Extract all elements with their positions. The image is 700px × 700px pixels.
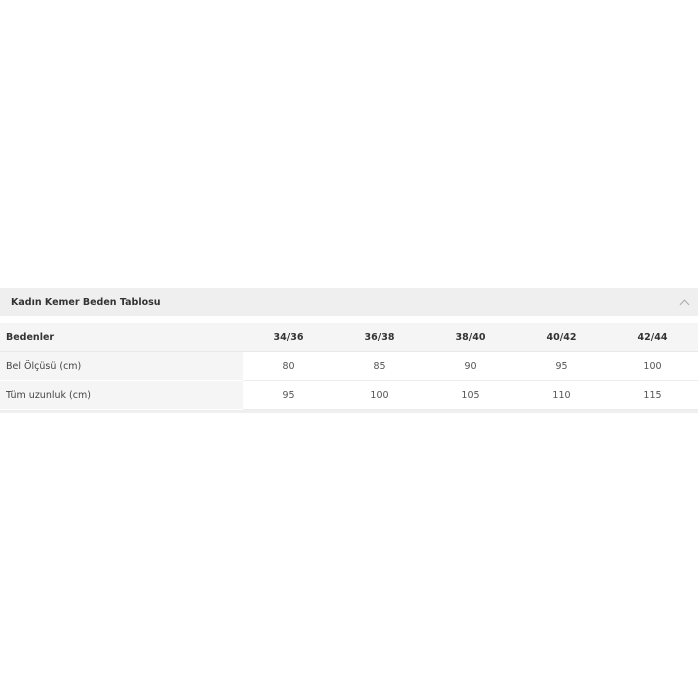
table-cell: 105: [425, 380, 516, 410]
table-row: Tüm uzunluk (cm) 95 100 105 110 115: [0, 380, 698, 410]
row-label: Bel Ölçüsü (cm): [0, 351, 243, 381]
table-cell: 100: [334, 380, 425, 410]
table-row: Bel Ölçüsü (cm) 80 85 90 95 100: [0, 351, 698, 381]
column-header: 40/42: [516, 323, 607, 352]
table-cell: 110: [516, 380, 607, 410]
column-header: 42/44: [607, 323, 698, 352]
table-cell: 85: [334, 351, 425, 381]
size-chart-accordion: Kadın Kemer Beden Tablosu Bedenler 34/36…: [0, 288, 698, 413]
table-cell: 95: [516, 351, 607, 381]
accordion-title: Kadın Kemer Beden Tablosu: [11, 296, 161, 308]
table-header-row: Bedenler 34/36 36/38 38/40 40/42 42/44: [0, 323, 698, 352]
chevron-up-icon[interactable]: [679, 299, 690, 309]
table-bottom-border: [0, 410, 698, 413]
table-cell: 100: [607, 351, 698, 381]
table-cell: 80: [243, 351, 334, 381]
row-label: Tüm uzunluk (cm): [0, 380, 243, 410]
size-table: Bedenler 34/36 36/38 38/40 40/42 42/44 B…: [0, 323, 698, 410]
table-cell: 115: [607, 380, 698, 410]
column-header: 36/38: [334, 323, 425, 352]
column-header: 38/40: [425, 323, 516, 352]
column-header: Bedenler: [0, 323, 243, 352]
accordion-header[interactable]: Kadın Kemer Beden Tablosu: [0, 288, 698, 316]
column-header: 34/36: [243, 323, 334, 352]
table-cell: 90: [425, 351, 516, 381]
table-cell: 95: [243, 380, 334, 410]
